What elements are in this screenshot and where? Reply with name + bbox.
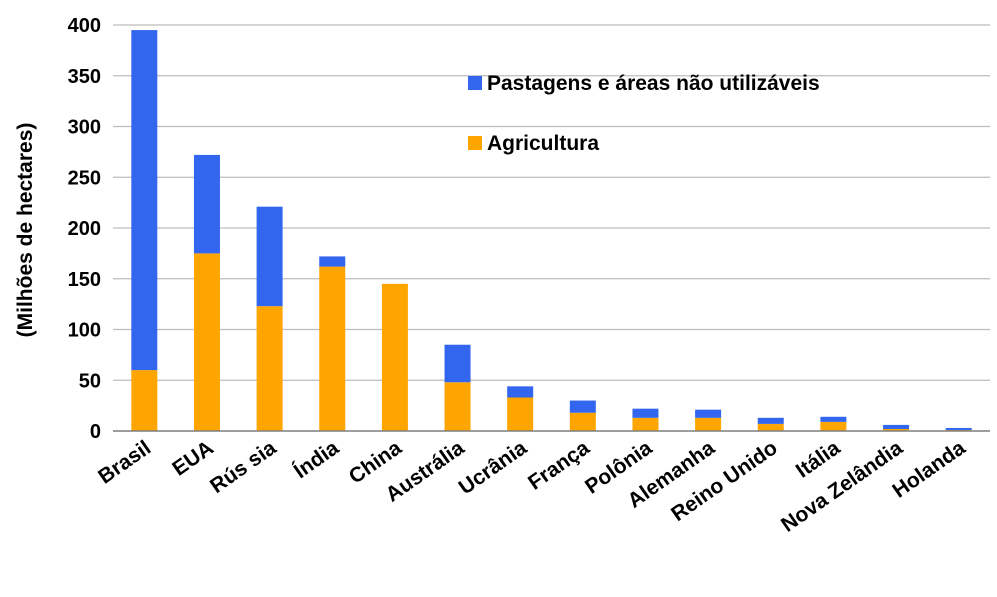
bar-segment-agricultura (695, 417, 722, 431)
bar-segment-pastagens (131, 30, 158, 371)
bar-segment-pastagens (632, 408, 659, 418)
bar-segment-pastagens (757, 417, 784, 424)
legend-swatch (468, 136, 482, 150)
bar-segment-pastagens (507, 386, 534, 398)
bar-segment-agricultura (193, 253, 220, 431)
legend: Pastagens e áreas não utilizáveis Agricul… (468, 72, 820, 155)
legend-label: Agricultura (487, 132, 599, 155)
bar-segment-pastagens (695, 409, 722, 418)
y-tick-label: 350 (68, 66, 101, 88)
y-tick-label: 150 (68, 269, 101, 291)
y-tick-label: 400 (68, 15, 101, 37)
bar-segment-agricultura (883, 428, 910, 431)
x-tick-label: Reino Unido (667, 436, 781, 526)
x-tick-label: Ucrânia (455, 436, 532, 499)
bar-segment-agricultura (256, 306, 283, 431)
y-tick-label: 300 (68, 117, 101, 139)
bar-segment-agricultura (632, 417, 659, 431)
legend-swatch (468, 76, 482, 90)
legend-label: Pastagens e áreas não utilizáveis (487, 72, 820, 95)
y-tick-label: 100 (68, 320, 101, 342)
y-axis-ticks: 0 50 100 150 200 250 300 350 400 (68, 15, 101, 443)
bar-segment-agricultura (507, 397, 534, 431)
bar-segment-pastagens (193, 154, 220, 254)
bar-segment-pastagens (569, 400, 596, 413)
x-tick-label: Índia (290, 436, 344, 483)
bar-segment-pastagens (319, 256, 346, 267)
bar-segment-pastagens (256, 206, 283, 307)
bar-segment-agricultura (319, 266, 346, 431)
bar-segment-pastagens (444, 344, 471, 383)
y-tick-label: 200 (68, 218, 101, 240)
x-tick-label: Brasil (94, 436, 155, 488)
bar-segment-pastagens (820, 416, 847, 422)
x-tick-label: França (524, 436, 594, 495)
bar-segment-pastagens (945, 427, 972, 430)
bar-segment-agricultura (569, 412, 596, 431)
y-tick-label: 250 (68, 167, 101, 189)
bar-segment-agricultura (131, 370, 158, 431)
y-tick-label: 0 (90, 421, 101, 443)
x-tick-label: Nova Zelândia (777, 436, 907, 537)
bar-segment-agricultura (757, 423, 784, 431)
y-axis-title: (Milhões de hectares) (14, 123, 37, 338)
bar-segment-agricultura (444, 382, 471, 431)
y-tick-label: 50 (79, 370, 101, 392)
bar-segment-pastagens (883, 424, 910, 429)
bar-segment-agricultura (820, 421, 847, 431)
x-tick-label: Holanda (888, 436, 969, 503)
x-tick-label: EUA (168, 436, 218, 480)
x-tick-label: Rús sia (206, 436, 281, 498)
bar-segment-agricultura (381, 283, 408, 431)
bars (131, 30, 972, 431)
